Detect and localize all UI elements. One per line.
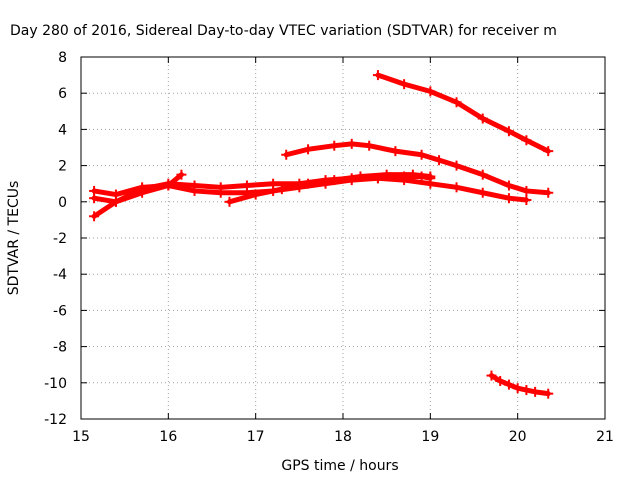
y-tick-label: -12 (44, 412, 67, 428)
y-tick-label: 2 (58, 159, 67, 175)
x-tick-label: 16 (159, 429, 177, 445)
chart-title: Day 280 of 2016, Sidereal Day-to-day VTE… (10, 23, 557, 39)
y-tick-label: 8 (58, 50, 67, 66)
x-tick-label: 18 (334, 429, 352, 445)
y-tick-label: -2 (53, 231, 67, 247)
grid-lines (81, 57, 605, 419)
y-tick-label: 6 (58, 86, 67, 102)
x-tick-label: 19 (421, 429, 439, 445)
y-tick-label: 0 (58, 195, 67, 211)
y-tick-label: 4 (58, 122, 67, 138)
y-tick-label: -4 (53, 267, 67, 283)
y-tick-label: -10 (44, 376, 67, 392)
x-tick-label: 15 (72, 429, 90, 445)
plot-area (89, 70, 554, 399)
x-axis-label: GPS time / hours (281, 458, 398, 474)
x-tick-label: 17 (247, 429, 265, 445)
x-tick-label: 21 (596, 429, 614, 445)
series-track-1 (375, 72, 551, 154)
y-tick-label: -6 (53, 303, 67, 319)
y-axis-label: SDTVAR / TECUs (6, 181, 22, 296)
y-tick-label: -8 (53, 340, 67, 356)
x-tick-label: 20 (509, 429, 527, 445)
